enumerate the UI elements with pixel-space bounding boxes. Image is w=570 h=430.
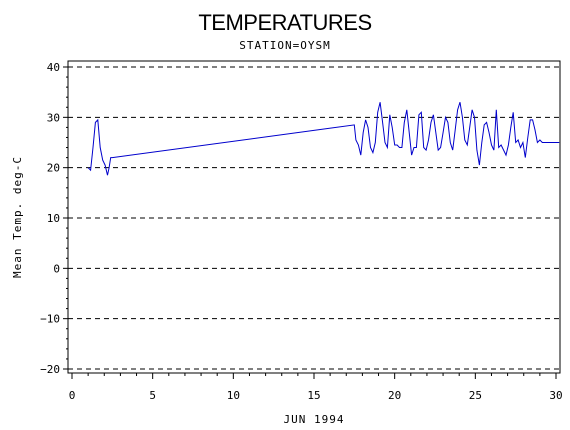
- x-tick-label: 30: [549, 389, 562, 402]
- y-tick-label: 0: [53, 262, 60, 275]
- y-tick-label: −20: [40, 363, 60, 376]
- y-axis-label: Mean Temp. deg-C: [11, 156, 24, 278]
- grid: [68, 66, 560, 370]
- x-tick-label: 25: [469, 389, 482, 402]
- x-axis-label: JUN 1994: [284, 413, 345, 426]
- y-tick-label: 30: [47, 111, 60, 124]
- series-line: [87, 102, 560, 176]
- y-axis: −20 −10 0 10 20 30 40: [40, 61, 68, 376]
- chart-subtitle: STATION=OYSM: [239, 39, 330, 52]
- y-tick-label: 20: [47, 162, 60, 175]
- y-tick-label: −10: [40, 313, 60, 326]
- y-tick-label: 10: [47, 212, 60, 225]
- plot-frame: [67, 60, 561, 374]
- x-tick-label: 0: [69, 389, 76, 402]
- x-axis: 0 5 10 15 20 25 30: [69, 373, 563, 402]
- chart-title: TEMPERATURES: [198, 10, 371, 35]
- x-tick-label: 5: [149, 389, 156, 402]
- x-tick-label: 15: [307, 389, 320, 402]
- y-tick-label: 40: [47, 61, 60, 74]
- x-tick-label: 10: [227, 389, 240, 402]
- x-tick-label: 20: [388, 389, 401, 402]
